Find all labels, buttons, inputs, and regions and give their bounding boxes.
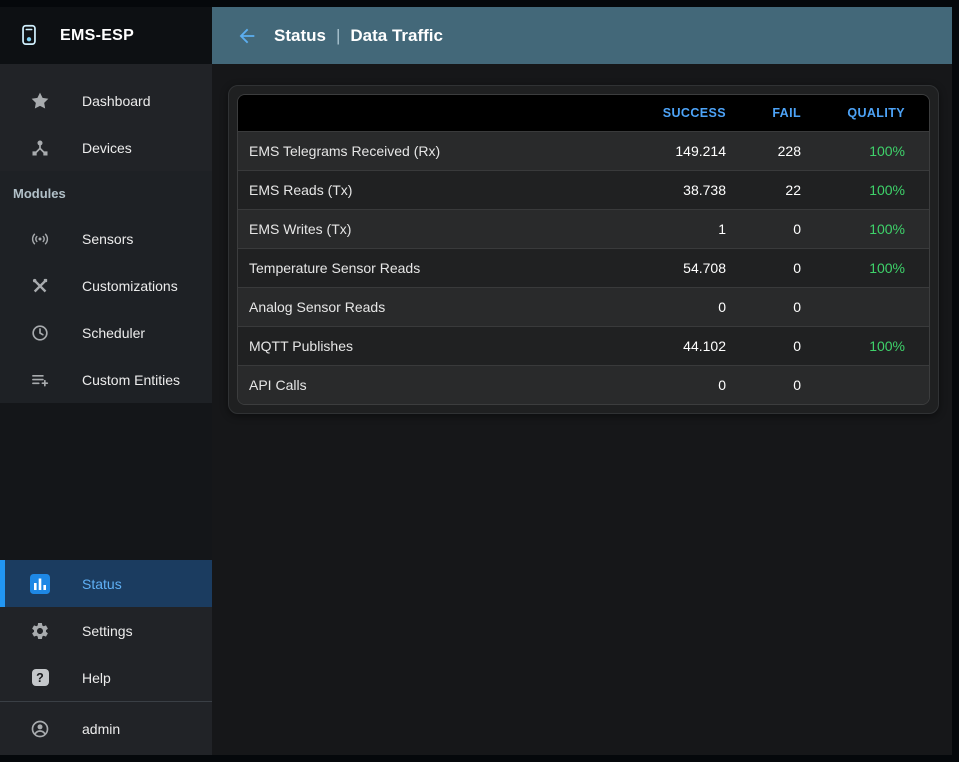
sidebar-item-help[interactable]: ? Help — [0, 654, 212, 701]
table-header-row: SUCCESS FAIL QUALITY — [238, 95, 929, 131]
sidebar-item-dashboard[interactable]: Dashboard — [0, 77, 212, 124]
sidebar-item-label: Settings — [82, 622, 133, 639]
row-label: MQTT Publishes — [249, 338, 353, 354]
quality-value: 100% — [869, 221, 905, 237]
account-circle-icon — [28, 719, 52, 739]
device-hub-icon — [28, 138, 52, 158]
sidebar-item-label: Scheduler — [82, 324, 146, 341]
table-row: Analog Sensor Reads 0 0 — [238, 287, 929, 326]
success-value: 38.738 — [683, 182, 726, 198]
row-label: EMS Writes (Tx) — [249, 221, 352, 237]
table-row: EMS Telegrams Received (Rx) 149.214 228 … — [238, 131, 929, 170]
back-button[interactable] — [236, 25, 258, 47]
user-label: admin — [82, 720, 121, 737]
sidebar-item-sensors[interactable]: Sensors — [0, 215, 212, 262]
table-row: MQTT Publishes 44.102 0 100% — [238, 326, 929, 365]
fail-value: 228 — [777, 143, 801, 159]
table-row: API Calls 0 0 — [238, 365, 929, 404]
table-body: EMS Telegrams Received (Rx) 149.214 228 … — [238, 131, 929, 404]
sidebar-item-label: Devices — [82, 139, 132, 156]
success-value: 54.708 — [683, 260, 726, 276]
main-area: Status | Data Traffic SUCCESS FAIL QUALI… — [212, 7, 952, 755]
sidebar-item-customizations[interactable]: Customizations — [0, 262, 212, 309]
sidebar-spacer — [0, 403, 212, 560]
success-value: 44.102 — [683, 338, 726, 354]
quality-value: 100% — [869, 260, 905, 276]
topbar: Status | Data Traffic — [212, 7, 952, 64]
table-row: EMS Reads (Tx) 38.738 22 100% — [238, 170, 929, 209]
header-fail: FAIL — [772, 106, 801, 120]
modules-section-header: Modules — [13, 185, 66, 201]
back-arrow-icon — [236, 25, 258, 47]
brand-title: EMS-ESP — [60, 26, 135, 44]
sidebar-header: EMS-ESP — [0, 7, 212, 64]
sidebar-item-devices[interactable]: Devices — [0, 124, 212, 171]
page-title: Status | Data Traffic — [274, 26, 443, 46]
header-success: SUCCESS — [662, 106, 726, 120]
sidebar-item-label: Sensors — [82, 230, 134, 247]
data-traffic-card: SUCCESS FAIL QUALITY EMS Telegrams Recei… — [228, 85, 939, 414]
table-row: EMS Writes (Tx) 1 0 100% — [238, 209, 929, 248]
row-label: EMS Reads (Tx) — [249, 182, 353, 198]
sidebar-nav-top: Dashboard Devices — [0, 64, 212, 171]
row-label: API Calls — [249, 377, 307, 393]
sidebar-item-status[interactable]: Status — [0, 560, 212, 607]
fail-value: 22 — [785, 182, 801, 198]
tools-icon — [28, 276, 52, 296]
header-quality: QUALITY — [847, 106, 905, 120]
bar-chart-icon — [28, 573, 52, 594]
success-value: 149.214 — [675, 143, 726, 159]
fail-value: 0 — [793, 377, 801, 393]
clock-icon — [28, 323, 52, 343]
page-title-separator: | — [335, 25, 341, 45]
fail-value: 0 — [793, 260, 801, 276]
quality-value: 100% — [869, 143, 905, 159]
ems-esp-logo-icon — [14, 23, 44, 49]
row-label: EMS Telegrams Received (Rx) — [249, 143, 441, 159]
table-row: Temperature Sensor Reads 54.708 0 100% — [238, 248, 929, 287]
fail-value: 0 — [793, 338, 801, 354]
gear-icon — [28, 621, 52, 641]
row-label: Temperature Sensor Reads — [249, 260, 421, 276]
page-title-page: Data Traffic — [350, 25, 443, 45]
app-window: EMS-ESP Dashboard Devices — [0, 7, 952, 755]
fail-value: 0 — [793, 299, 801, 315]
star-icon — [28, 91, 52, 111]
quality-value: 100% — [869, 182, 905, 198]
page-title-section: Status — [274, 25, 326, 45]
success-value: 0 — [718, 299, 726, 315]
sidebar-item-label: Status — [82, 575, 122, 592]
signal-waves-icon — [28, 229, 52, 249]
success-value: 0 — [718, 377, 726, 393]
sidebar-modules-section: Modules Sensors — [0, 171, 212, 403]
sidebar: EMS-ESP Dashboard Devices — [0, 7, 212, 755]
help-icon: ? — [28, 669, 52, 686]
sidebar-item-admin[interactable]: admin — [0, 702, 212, 755]
sidebar-item-label: Help — [82, 669, 111, 686]
row-label: Analog Sensor Reads — [249, 299, 386, 315]
sidebar-item-scheduler[interactable]: Scheduler — [0, 309, 212, 356]
playlist-add-icon — [28, 370, 52, 390]
quality-value: 100% — [869, 338, 905, 354]
sidebar-item-label: Custom Entities — [82, 371, 181, 388]
sidebar-item-custom-entities[interactable]: Custom Entities — [0, 356, 212, 403]
success-value: 1 — [718, 221, 726, 237]
sidebar-item-label: Dashboard — [82, 92, 151, 109]
fail-value: 0 — [793, 221, 801, 237]
sidebar-item-settings[interactable]: Settings — [0, 607, 212, 654]
sidebar-divider — [0, 701, 212, 702]
sidebar-item-label: Customizations — [82, 277, 178, 294]
sidebar-nav-bottom: Status Settings ? Help — [0, 560, 212, 701]
content-area: SUCCESS FAIL QUALITY EMS Telegrams Recei… — [212, 64, 952, 755]
data-traffic-table: SUCCESS FAIL QUALITY EMS Telegrams Recei… — [237, 94, 930, 405]
